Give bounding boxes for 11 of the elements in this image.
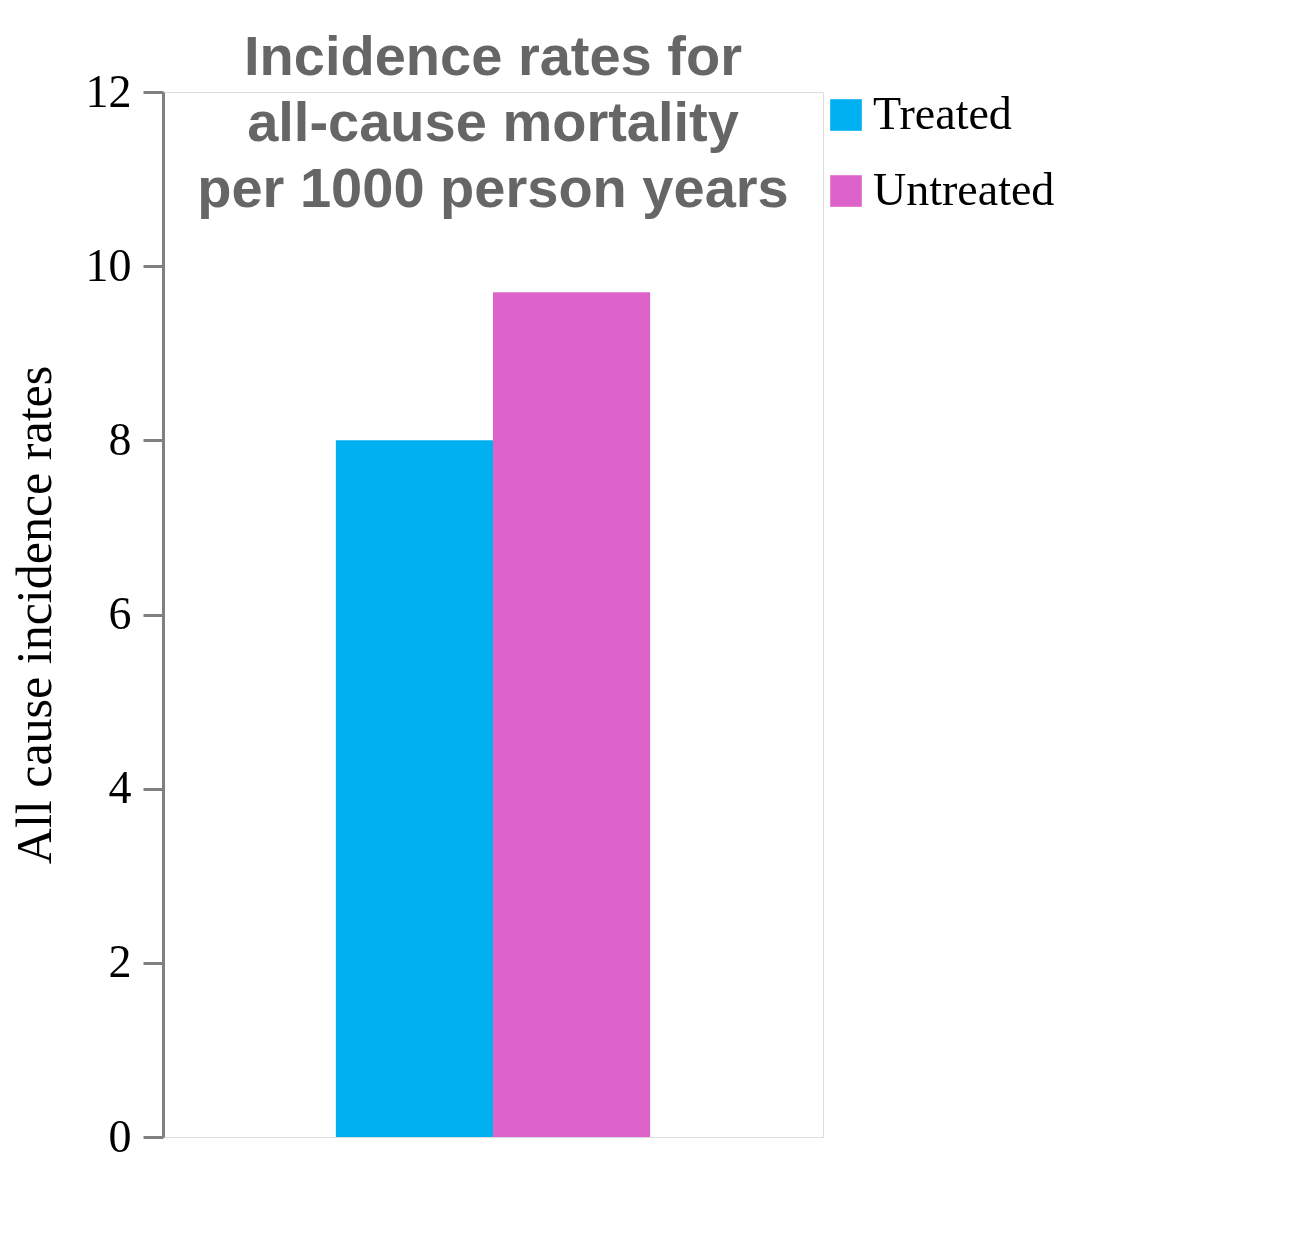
y-tick-label: 8: [108, 413, 132, 465]
y-tick-label: 6: [108, 588, 132, 639]
y-tick-label: 0: [108, 1110, 132, 1162]
y-tick-label: 2: [108, 936, 132, 988]
y-tick-label: 12: [85, 65, 132, 117]
legend-label: Untreated: [873, 164, 1055, 215]
y-tick-label: 10: [85, 239, 132, 291]
chart-title: Incidence rates for all-cause mortality per 1000 person years: [197, 24, 789, 219]
y-axis-title: All cause incidence rates: [5, 365, 62, 865]
y-tick-label: 4: [108, 762, 132, 814]
legend-label: Treated: [873, 88, 1012, 139]
